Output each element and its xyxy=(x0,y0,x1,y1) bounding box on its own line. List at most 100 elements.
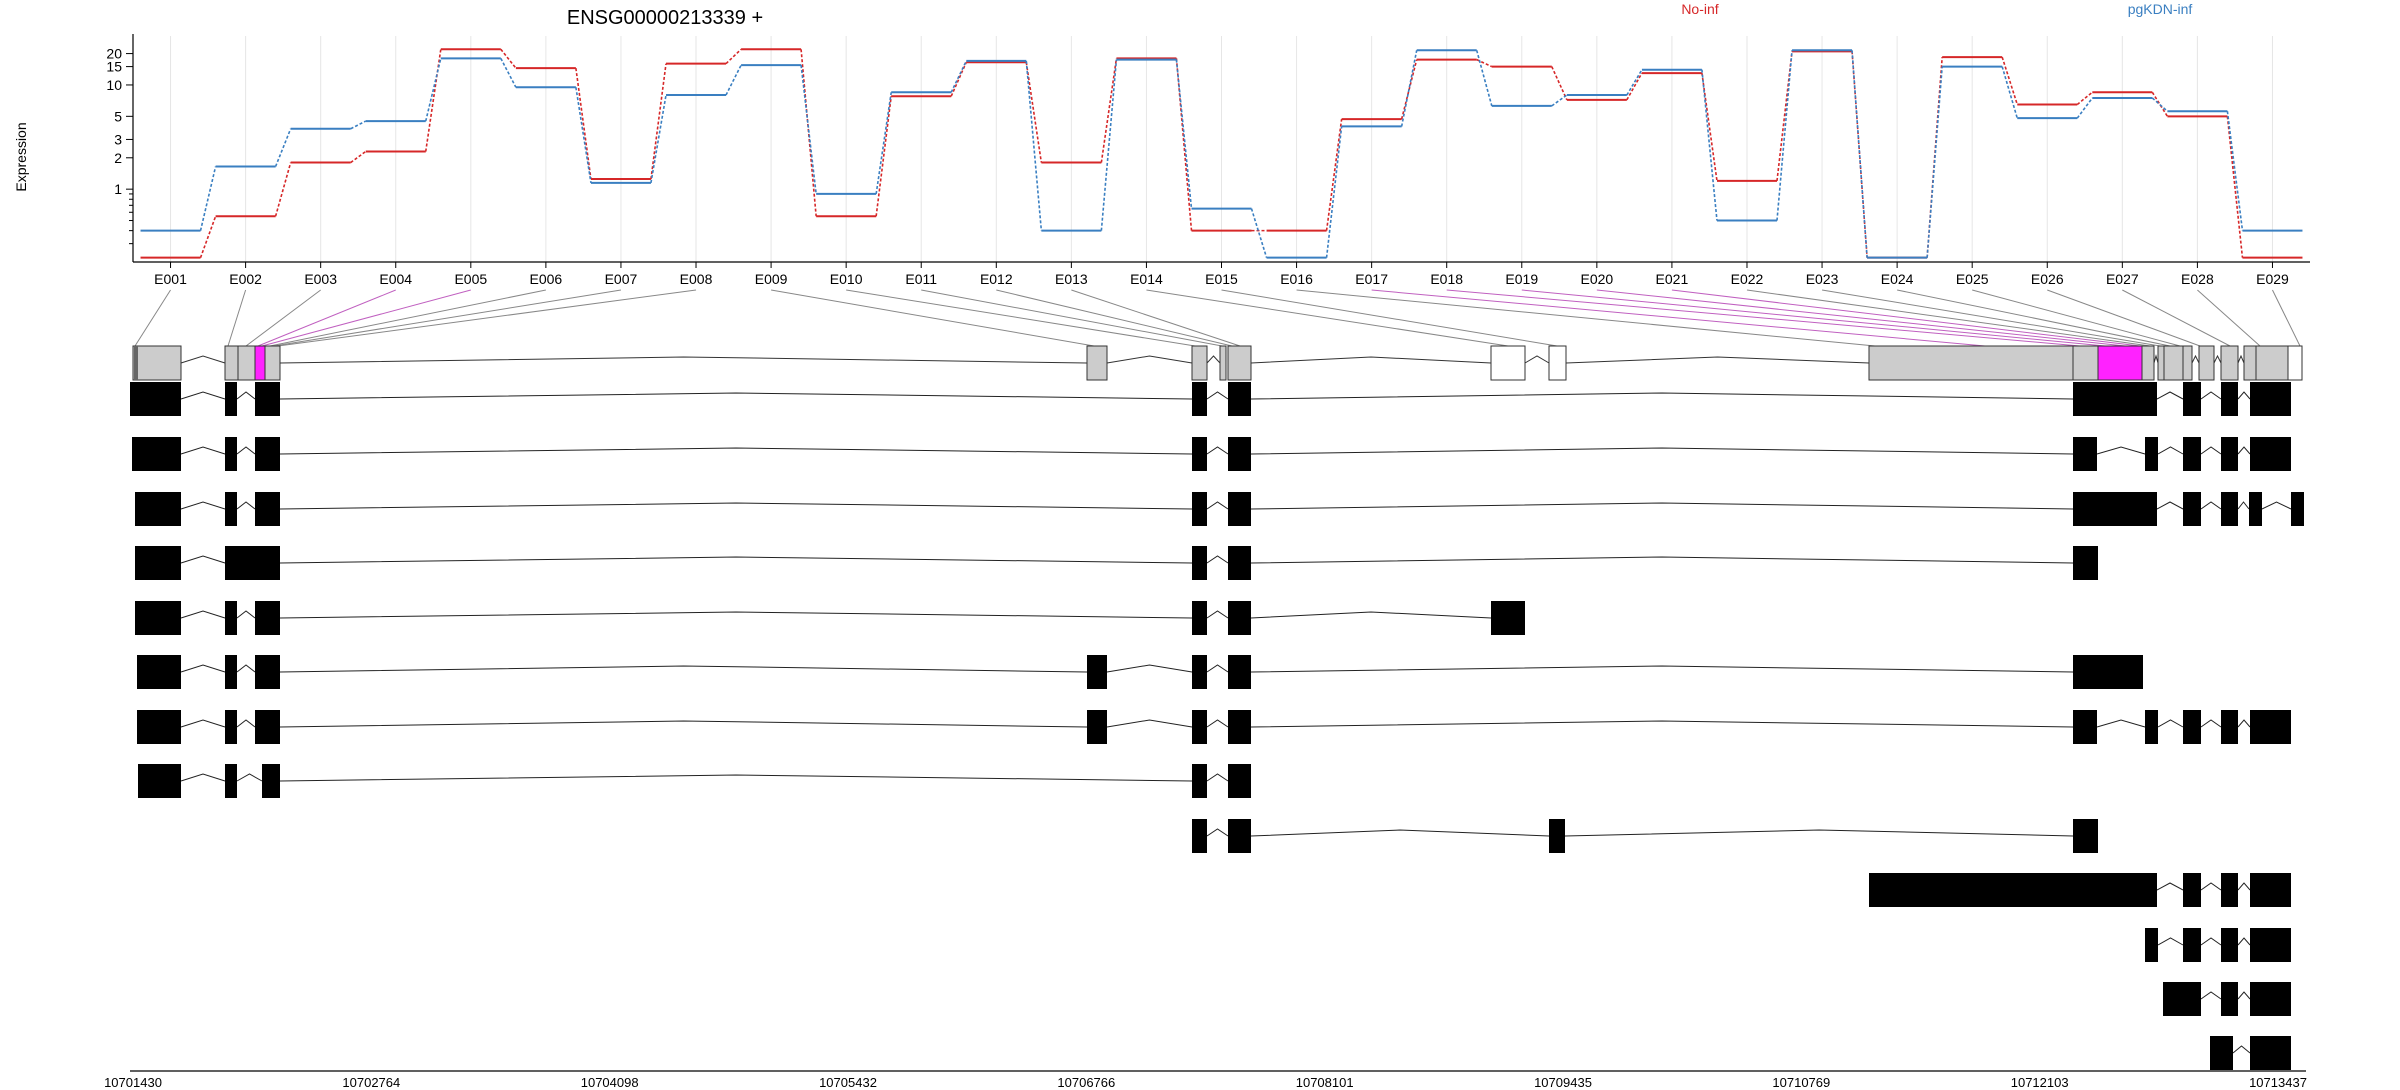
exon-connector xyxy=(277,289,697,347)
intron-line xyxy=(236,773,263,782)
exon-block xyxy=(2220,345,2239,381)
intron-line xyxy=(1250,502,2074,510)
transcript-exon xyxy=(138,764,181,798)
intron-line xyxy=(2200,882,2222,891)
series-connector xyxy=(575,68,592,180)
x-tick-label-e005: E005 xyxy=(454,271,487,287)
transcript-exon xyxy=(1192,437,1207,471)
intron-line xyxy=(1206,555,1229,564)
transcript-exon xyxy=(1192,492,1207,526)
x-tick-label-e024: E024 xyxy=(1881,271,1914,287)
intron-line xyxy=(279,611,1193,619)
transcript-exon xyxy=(2250,982,2291,1016)
series-connector xyxy=(2226,111,2244,231)
series-connector xyxy=(1551,94,1568,107)
genomic-tick-label: 10704098 xyxy=(581,1075,639,1090)
x-tick-label-e022: E022 xyxy=(1731,271,1764,287)
exon-block xyxy=(2182,345,2193,381)
transcript-exon xyxy=(137,710,181,744)
intron-line xyxy=(236,610,256,619)
transcript-exon xyxy=(2250,873,2291,907)
exon-connector xyxy=(1521,289,2106,347)
transcript-13 xyxy=(2210,1036,2291,1070)
transcript-exon xyxy=(2221,382,2238,416)
exon-block xyxy=(2072,345,2099,381)
x-tick-label-e015: E015 xyxy=(1205,271,1238,287)
x-tick-label-e011: E011 xyxy=(905,271,937,287)
series-no-inf xyxy=(140,48,2303,259)
transcript-exon xyxy=(2183,928,2201,962)
intron-line xyxy=(2096,719,2146,728)
intron-line xyxy=(1250,611,1492,619)
intron-line xyxy=(2232,1045,2251,1054)
genomic-tick-label: 10701430 xyxy=(104,1075,162,1090)
series-connector xyxy=(1701,69,1718,221)
intron-line xyxy=(180,664,226,673)
intron-line xyxy=(1106,664,1193,673)
intron-line xyxy=(279,556,1193,564)
intron-line xyxy=(2200,719,2222,728)
series-connector xyxy=(650,63,667,180)
genomic-tick-label: 10708101 xyxy=(1296,1075,1354,1090)
exon-connector xyxy=(1446,289,2081,347)
transcript-exon xyxy=(225,764,237,798)
series-connector xyxy=(1400,50,1418,127)
genomic-tick-label: 10709435 xyxy=(1534,1075,1592,1090)
exon-connector xyxy=(134,289,171,347)
transcript-exon xyxy=(2221,873,2238,907)
exon-block xyxy=(132,345,182,381)
intron-line xyxy=(2237,937,2251,946)
transcript-exon xyxy=(2073,382,2157,416)
series-connector xyxy=(500,48,517,69)
genomic-coordinate-axis: 10701430 10702764 10704098 10705432 10706766… xyxy=(104,1070,2307,1090)
exon-block xyxy=(1868,345,2074,381)
series-connector xyxy=(1025,60,1043,231)
x-tick-label-e025: E025 xyxy=(1956,271,1989,287)
transcript-exon xyxy=(2073,710,2097,744)
x-tick-label-e023: E023 xyxy=(1806,271,1839,287)
transcript-5 xyxy=(135,601,1525,635)
intron-line xyxy=(2237,501,2250,510)
intron-line xyxy=(1250,392,2074,400)
x-tick-label-e006: E006 xyxy=(530,271,563,287)
exon-connector xyxy=(227,289,247,347)
y-tick-label: 15 xyxy=(106,59,122,75)
x-tick-label-e007: E007 xyxy=(605,271,638,287)
intron-line xyxy=(1206,719,1229,728)
exon-block xyxy=(1490,345,1526,381)
x-tick-label-e016: E016 xyxy=(1280,271,1313,287)
transcript-exon xyxy=(2250,1036,2291,1070)
transcript-exon xyxy=(1549,819,1565,853)
series-connector xyxy=(2001,56,2019,105)
x-tick-label-e004: E004 xyxy=(379,271,412,287)
intron-line xyxy=(2261,501,2292,510)
transcript-1 xyxy=(130,382,2291,416)
transcript-exon xyxy=(2250,928,2291,962)
intron-line xyxy=(2237,354,2245,364)
x-tick-label-e026: E026 xyxy=(2031,271,2064,287)
y-tick-label: 5 xyxy=(114,108,122,124)
exon-block xyxy=(1086,345,1108,381)
transcript-exon xyxy=(225,492,237,526)
exon-connector xyxy=(1897,289,2171,347)
transcript-exon xyxy=(2221,928,2238,962)
exon-connector xyxy=(1972,289,2181,347)
exon-block xyxy=(1227,345,1252,381)
series-connector xyxy=(1325,119,1343,231)
transcript-exon xyxy=(1228,382,1251,416)
series-connector xyxy=(1851,51,1868,258)
legend-label-pgkdn-inf: pgKDN-inf xyxy=(2128,1,2193,17)
transcript-exon xyxy=(2221,710,2238,744)
series-connector xyxy=(1626,69,1643,96)
transcript-exon xyxy=(1192,601,1207,635)
transcript-exon xyxy=(255,492,280,526)
series-connector xyxy=(950,60,968,93)
transcript-exon xyxy=(1087,655,1107,689)
exon-block-dark xyxy=(134,346,138,380)
series-connector xyxy=(1325,126,1343,258)
intron-line xyxy=(1206,501,1229,510)
exon-connector xyxy=(846,289,1196,347)
x-tick-label-e001: E001 xyxy=(154,271,187,287)
transcript-exon xyxy=(132,437,181,471)
series-connector xyxy=(2151,91,2169,117)
